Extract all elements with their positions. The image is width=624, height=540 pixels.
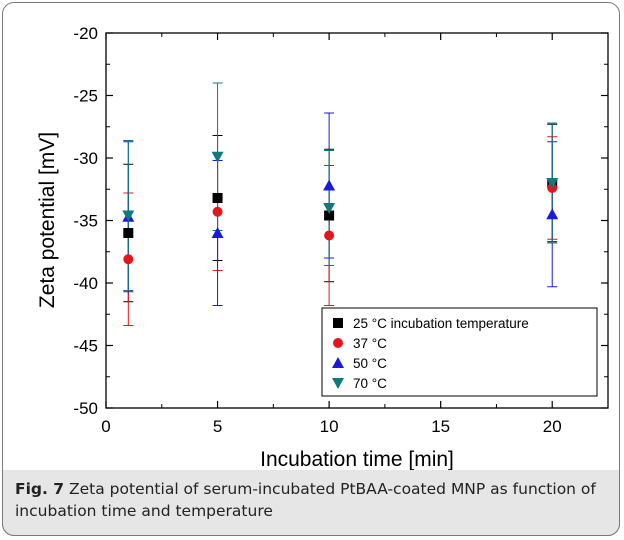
caption-text: Zeta potential of serum-incubated PtBAA-… bbox=[15, 480, 596, 520]
data-point-series-2 bbox=[546, 208, 559, 220]
y-tick-label: -45 bbox=[73, 337, 98, 356]
y-axis-title: Zeta potential [mV] bbox=[36, 132, 59, 308]
data-point-series-1 bbox=[324, 230, 335, 241]
legend-box bbox=[321, 307, 598, 397]
y-tick-label: -20 bbox=[73, 24, 98, 43]
legend-markers bbox=[332, 318, 344, 389]
data-point-series-1 bbox=[212, 206, 223, 217]
figure-frame bbox=[2, 2, 620, 536]
legend-marker-series-0 bbox=[333, 318, 343, 328]
x-tick-label: 15 bbox=[431, 417, 450, 436]
data-point-series-0 bbox=[123, 228, 134, 238]
x-tick-label: 5 bbox=[213, 417, 222, 436]
x-tick-label: 0 bbox=[101, 417, 110, 436]
axis-ticks: 0 5 10 15 20 -50 -45 -40 -35 -30 -25 -20 bbox=[73, 24, 608, 436]
data-point-series-3 bbox=[546, 178, 559, 189]
legend-label-50c: 50 °C bbox=[353, 356, 387, 371]
legend-marker-series-2 bbox=[332, 357, 344, 368]
data-point-series-2 bbox=[323, 179, 336, 191]
x-axis-title: Incubation time [min] bbox=[260, 448, 454, 470]
y-tick-label: -30 bbox=[73, 149, 98, 168]
y-tick-label: -35 bbox=[73, 212, 98, 231]
legend-marker-series-3 bbox=[332, 378, 344, 389]
data-point-series-0 bbox=[324, 210, 335, 221]
legend-label-37c: 37 °C bbox=[353, 336, 387, 351]
error-bars bbox=[123, 82, 558, 326]
y-tick-label: -40 bbox=[73, 274, 98, 293]
legend: 25 °C incubation temperature 37 °C 50 °C… bbox=[321, 307, 598, 397]
data-points bbox=[122, 151, 559, 265]
data-point-series-1 bbox=[123, 254, 134, 265]
data-point-series-0 bbox=[212, 193, 223, 203]
data-point-series-3 bbox=[211, 151, 224, 163]
legend-label-25c: 25 °C incubation temperature bbox=[353, 316, 529, 331]
y-tick-label: -50 bbox=[73, 399, 98, 418]
data-point-series-3 bbox=[122, 210, 135, 222]
y-tick-label: -25 bbox=[73, 87, 98, 106]
x-tick-label: 20 bbox=[543, 417, 562, 436]
data-point-series-2 bbox=[211, 227, 224, 238]
legend-label-70c: 70 °C bbox=[353, 376, 387, 391]
legend-marker-series-1 bbox=[333, 338, 343, 348]
figure-caption: Fig. 7 Zeta potential of serum-incubated… bbox=[2, 470, 620, 536]
x-tick-label: 10 bbox=[320, 417, 339, 436]
caption-figure-label: Fig. 7 bbox=[15, 480, 65, 498]
data-point-series-3 bbox=[323, 203, 336, 214]
zeta-potential-chart: 0 5 10 15 20 -50 -45 -40 -35 -30 -25 -20 Incubation… bbox=[36, 24, 609, 470]
